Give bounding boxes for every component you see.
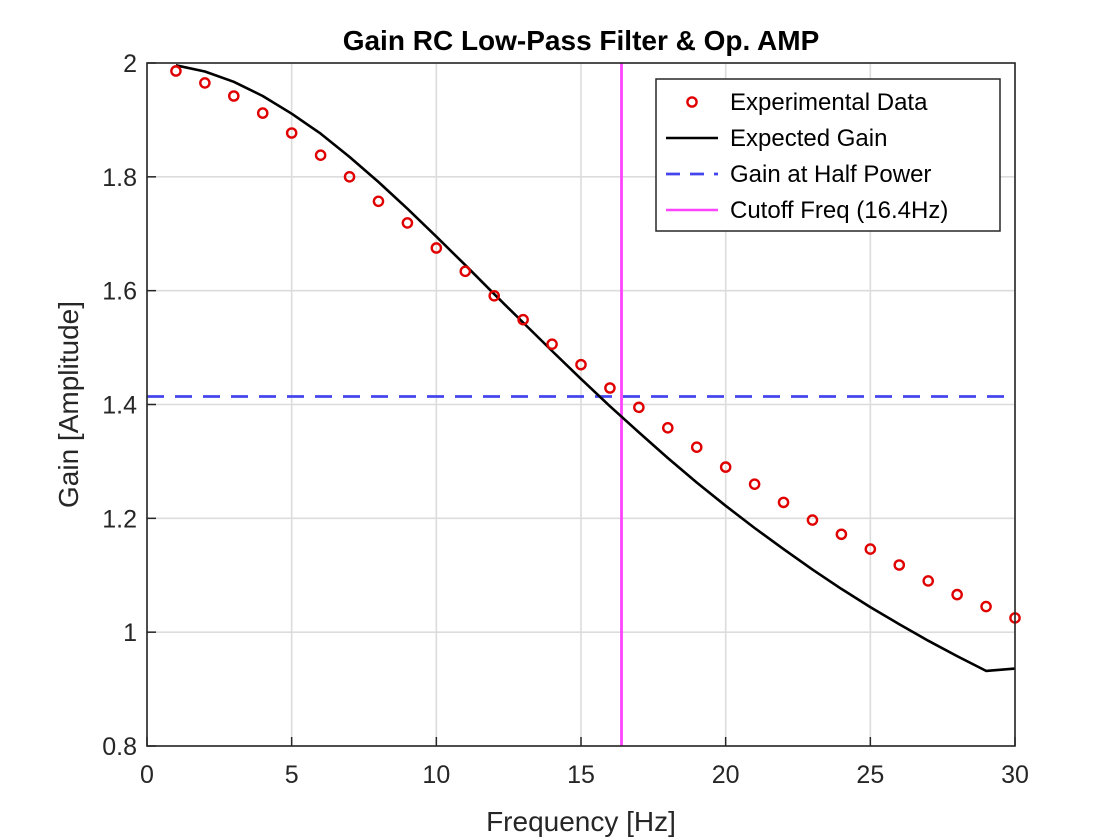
experimental-data-point <box>517 313 529 326</box>
experimental-data-point <box>575 358 587 371</box>
legend: Experimental Data Expected Gain Gain at Ha… <box>655 78 1001 232</box>
experimental-data-point <box>806 514 819 526</box>
experimental-data-point <box>430 242 443 254</box>
x-tick-label: 5 <box>285 761 299 789</box>
legend-box <box>655 78 1001 232</box>
experimental-data-point <box>690 441 703 453</box>
y-axis-title: Gain [Amplitude] <box>53 301 84 508</box>
x-tick-label: 25 <box>856 761 884 789</box>
y-tick-label: 1.8 <box>102 164 137 192</box>
chart-title: Gain RC Low-Pass Filter & Op. AMP <box>343 25 820 56</box>
expected-gain-line <box>175 64 1016 673</box>
experimental-data-point <box>893 559 906 571</box>
experimental-data-point <box>980 600 992 613</box>
experimental-data-point <box>864 543 877 555</box>
experimental-data-point <box>777 496 790 509</box>
y-tick-label: 1 <box>123 619 137 647</box>
legend-label: Expected Gain <box>730 125 887 152</box>
tick-labels: 0 5 10 15 20 25 30 0.8 1 1.2 1.4 1.6 1.8 2 <box>102 50 1029 789</box>
experimental-data-point <box>604 382 616 394</box>
x-axis-title: Frequency [Hz] <box>486 806 676 837</box>
legend-label: Experimental Data <box>730 89 928 116</box>
y-tick-label: 1.4 <box>102 392 137 420</box>
experimental-data-point <box>227 90 240 102</box>
y-tick-label: 1.2 <box>102 505 137 533</box>
experimental-data-point <box>748 478 761 490</box>
experimental-data-point <box>835 528 848 541</box>
x-tick-label: 20 <box>712 761 740 789</box>
y-tick-label: 2 <box>123 50 137 78</box>
x-tick-label: 30 <box>1001 761 1029 789</box>
experimental-data-point <box>633 401 645 414</box>
legend-label: Cutoff Freq (16.4Hz) <box>730 197 948 224</box>
experimental-data-point <box>343 171 356 183</box>
experimental-data-point <box>488 289 501 302</box>
experimental-data-point <box>922 575 935 587</box>
legend-marker-experimental <box>686 96 698 108</box>
experimental-data-point <box>401 217 414 229</box>
experimental-data-point <box>256 107 269 119</box>
y-tick-label: 0.8 <box>102 733 137 761</box>
experimental-data-point <box>372 195 385 208</box>
experimental-data-point <box>314 149 327 162</box>
x-tick-label: 10 <box>422 761 450 789</box>
x-tick-label: 15 <box>567 761 595 789</box>
experimental-data-point <box>285 127 298 139</box>
legend-label: Gain at Half Power <box>730 161 931 188</box>
series-layer <box>147 63 1021 746</box>
experimental-data-point <box>546 338 558 350</box>
x-tick-label: 0 <box>140 761 154 789</box>
experimental-data-point <box>719 461 732 473</box>
experimental-data-point <box>459 265 472 278</box>
y-tick-label: 1.6 <box>102 278 137 306</box>
legend-items: Experimental Data Expected Gain Gain at Ha… <box>666 89 948 224</box>
experimental-data-point <box>170 65 182 77</box>
experimental-data-point <box>199 77 211 89</box>
experimental-data-point <box>662 422 674 434</box>
experimental-data-point <box>951 588 963 601</box>
